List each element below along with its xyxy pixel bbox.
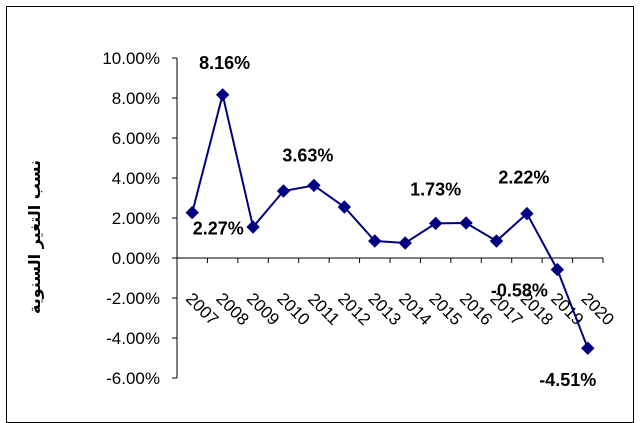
y-tick-label: -6.00% [106,369,160,388]
x-tick-label: 2010 [273,289,313,329]
y-tick-label: 2.00% [112,209,160,228]
data-label: 1.73% [410,179,461,199]
data-label: 3.63% [282,145,333,165]
y-tick-label: 8.00% [112,89,160,108]
y-tick-label: 0.00% [112,249,160,268]
x-tick-label: 2009 [243,289,283,329]
y-tick-label: 6.00% [112,129,160,148]
data-point [186,207,198,219]
data-label: 2.22% [498,168,549,188]
data-point [460,217,472,229]
x-tick-label: 2008 [212,289,252,329]
x-tick-label: 2007 [182,289,222,329]
y-tick-label: -2.00% [106,289,160,308]
x-tick-label: 2011 [304,289,343,328]
x-tick-label: 2013 [365,289,405,329]
y-tick-labels: 10.00% 8.00% 6.00% 4.00% 2.00% 0.00% -2.00% -4.… [102,49,177,388]
data-label: 8.16% [199,53,250,73]
x-tick-label: 2020 [578,289,618,329]
data-point [430,217,442,229]
y-tick-label: -4.00% [106,329,160,348]
data-point [582,342,594,354]
data-point [551,264,563,276]
x-tick-label: 2012 [334,289,374,329]
data-label: -0.58% [491,281,548,301]
data-point [217,89,229,101]
data-point [399,237,411,249]
data-label: -4.51% [539,370,596,390]
y-tick-label: 10.00% [102,49,160,68]
x-tick-label: 2014 [395,289,435,329]
y-tick-label: 4.00% [112,169,160,188]
data-label: 2.27% [193,219,244,239]
x-tick-label: 2015 [425,289,465,329]
y-axis-label: نسب التغير السنوية [25,160,44,314]
